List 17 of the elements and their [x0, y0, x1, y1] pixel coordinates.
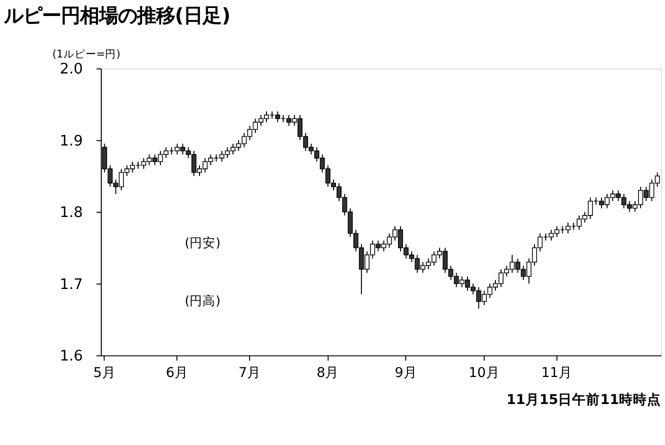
x-tick-label: 10月 — [468, 365, 500, 382]
x-tick-label: 5月 — [93, 365, 116, 382]
chart-title: ルピー円相場の推移(日足) — [2, 4, 231, 27]
x-tick-label: 11月 — [541, 365, 572, 382]
x-tick-label: 9月 — [394, 365, 418, 382]
x-tick-label: 6月 — [166, 365, 188, 382]
y-tick-label: 1.9 — [60, 133, 83, 150]
chart-subtitle: (1ルピー=円) — [52, 48, 120, 61]
y-tick-label: 1.7 — [60, 276, 83, 293]
x-tick-label: 7月 — [238, 365, 262, 382]
x-tick-label: 8月 — [316, 365, 340, 382]
y-tick-label: 2.0 — [60, 62, 83, 78]
annotation: (円安) — [184, 234, 221, 250]
y-tick-label: 1.6 — [60, 348, 83, 365]
text: 11月15日午前11時時点 — [506, 392, 662, 408]
y-tick-label: 1.8 — [60, 205, 83, 222]
annotation: (円高) — [184, 292, 221, 308]
